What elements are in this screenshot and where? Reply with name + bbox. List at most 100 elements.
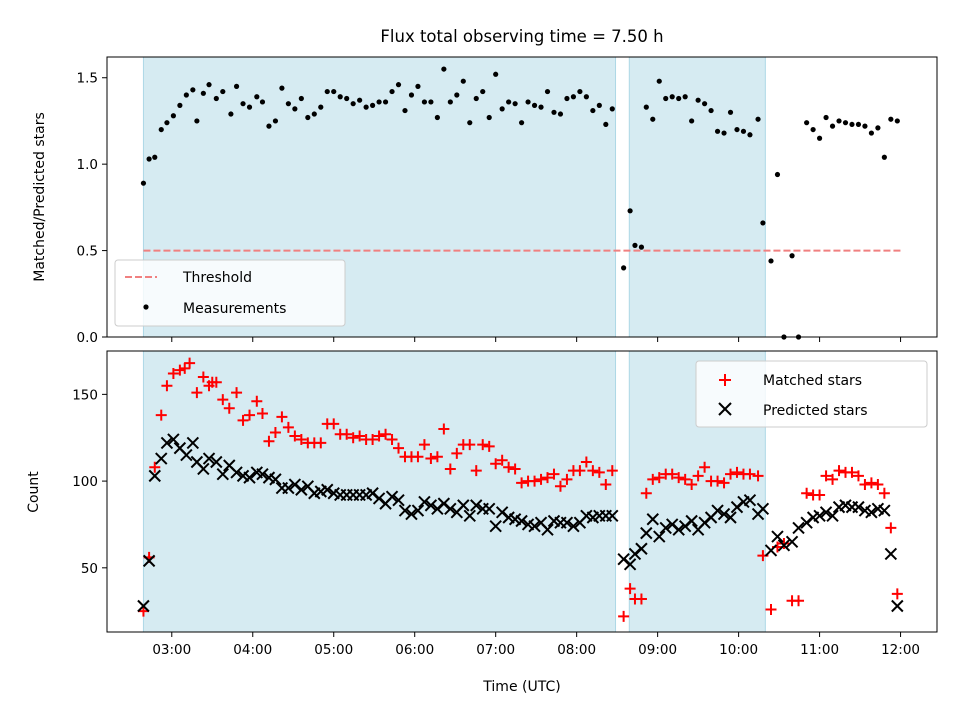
- chart-title: Flux total observing time = 7.50 h: [380, 27, 663, 46]
- ratio-panel-frame: [106, 56, 938, 338]
- measurements-point: [279, 85, 285, 91]
- predicted-stars-point: [489, 519, 502, 533]
- matched-stars-point: [731, 466, 743, 478]
- measurements-point: [609, 106, 615, 112]
- measurements-point: [627, 208, 633, 214]
- matched-stars-point: [865, 477, 877, 489]
- matched-stars-point: [872, 479, 884, 491]
- matched-stars-point: [191, 387, 203, 399]
- matched-stars-point: [269, 427, 281, 439]
- count-y-axis-label: Count: [26, 471, 42, 513]
- matched-stars-point: [393, 442, 405, 454]
- matched-stars-point: [618, 610, 630, 622]
- measurements-point: [415, 83, 421, 89]
- ratio-x-ticks: [171, 337, 902, 342]
- observing-window-2: [628, 56, 766, 338]
- matched-stars-point: [496, 454, 508, 466]
- count-y-ticks: 50 100 150: [72, 387, 107, 577]
- measurements-point: [855, 121, 862, 128]
- predicted-stars-point: [771, 530, 784, 543]
- predicted-stars-point: [470, 499, 483, 512]
- predicted-stars-point: [155, 452, 168, 465]
- matched-stars-point: [752, 470, 764, 482]
- measurements-point: [734, 126, 740, 133]
- predicted-stars-point: [210, 455, 223, 469]
- predicted-stars-point: [640, 526, 653, 540]
- matched-stars-point: [237, 414, 249, 426]
- count-data-layer: [137, 357, 904, 622]
- matched-stars-point: [535, 473, 547, 485]
- matched-stars-point: [580, 456, 592, 468]
- matched-stars-point: [548, 468, 560, 480]
- matched-stars-point: [542, 472, 554, 484]
- measurements-point: [564, 95, 570, 102]
- measurements-point: [656, 78, 662, 84]
- matched-stars-point: [470, 465, 482, 477]
- matched-stars-point: [692, 470, 704, 482]
- measurements-point: [695, 97, 701, 103]
- predicted-stars-point: [777, 539, 791, 552]
- predicted-stars-point: [819, 506, 833, 519]
- predicted-stars-point: [567, 519, 580, 533]
- matched-stars-point: [477, 439, 489, 451]
- matched-stars-point: [217, 394, 229, 406]
- measurements-point: [842, 120, 849, 126]
- y-tick-label: 50: [81, 561, 98, 577]
- measurements-point: [643, 104, 649, 110]
- measurements-point: [603, 121, 609, 128]
- measurements-point: [823, 114, 829, 121]
- measurements-point: [311, 111, 317, 117]
- measurements-point: [708, 107, 714, 114]
- measurements-point: [486, 114, 492, 121]
- matched-stars-point: [418, 439, 430, 451]
- measurements-point: [862, 123, 868, 129]
- measurements-point: [525, 99, 531, 105]
- predicted-stars-point: [463, 509, 476, 522]
- measurements-point: [220, 88, 226, 95]
- measurements-point: [551, 109, 557, 115]
- predicted-stars-point: [197, 462, 210, 476]
- threshold-legend-label: Threshold: [182, 270, 252, 286]
- measurements-point: [318, 104, 324, 110]
- measurements-point: [350, 101, 356, 107]
- matched-stars-point: [793, 595, 805, 607]
- matched-stars-point: [282, 421, 294, 433]
- predicted-stars-point: [230, 466, 243, 479]
- matched-stars-point: [699, 461, 711, 473]
- measurements-point: [506, 99, 512, 105]
- measurements-point: [233, 83, 240, 89]
- matched-stars-point: [765, 603, 777, 615]
- matched-stars-point: [647, 473, 659, 485]
- measurements-point: [789, 253, 795, 259]
- measurements-point: [177, 102, 183, 108]
- predicted-stars-point: [785, 535, 799, 549]
- matched-stars-point: [852, 470, 864, 482]
- x-tick-label: 12:00: [881, 642, 920, 658]
- matched-stars-point: [444, 463, 456, 475]
- predicted-stars-point: [685, 514, 698, 528]
- measurements-point: [480, 88, 486, 95]
- measurements-point: [570, 94, 577, 100]
- measurements-point: [254, 94, 260, 100]
- matched-stars-point: [425, 453, 437, 465]
- matched-stars-point: [380, 428, 392, 440]
- matched-stars-point: [386, 433, 398, 445]
- matched-stars-point: [778, 538, 790, 550]
- measurements-point: [376, 99, 382, 105]
- ratio-y-axis-label: Matched/Predicted stars: [32, 112, 48, 282]
- predicted-stars-point: [482, 502, 496, 516]
- measurements-point: [408, 92, 415, 98]
- observing-window-1: [142, 350, 617, 633]
- measurements-point: [152, 154, 158, 160]
- matched-stars-point: [347, 432, 359, 444]
- measurements-point: [740, 128, 747, 134]
- measurements-point: [888, 116, 894, 122]
- x-tick-label: 11:00: [800, 642, 839, 658]
- matched-stars-point: [210, 376, 222, 388]
- predicted-stars-point: [852, 500, 865, 514]
- predicted-stars-point: [711, 504, 724, 517]
- x-tick-label: 03:00: [152, 642, 191, 658]
- measurements-point: [402, 107, 408, 114]
- measurements-legend-swatch: [143, 304, 149, 310]
- measurements-point: [382, 99, 389, 105]
